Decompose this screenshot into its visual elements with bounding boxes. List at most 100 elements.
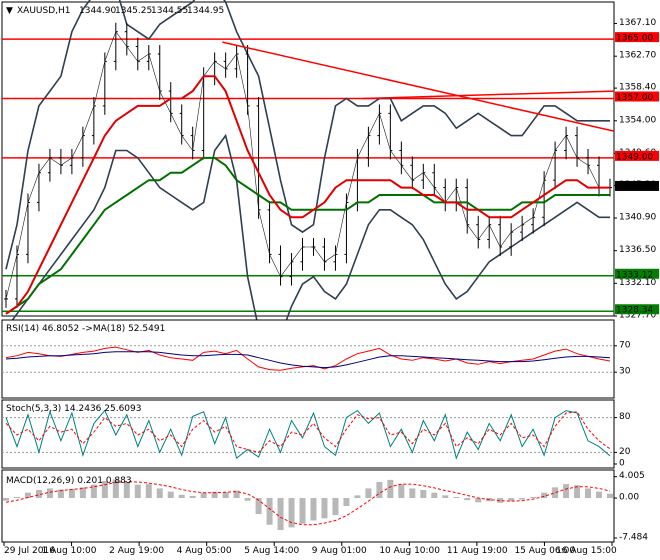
ohlc-open: 1344.90 — [79, 6, 116, 16]
macd-histogram-bar — [552, 487, 559, 499]
price-tick-label-3: 1354.00 — [619, 115, 656, 125]
trendline-1 — [363, 90, 615, 100]
macd-histogram-bar — [123, 482, 130, 499]
price-levels — [2, 38, 614, 312]
price-tick-label-6: 1340.90 — [619, 213, 656, 223]
current-price-label: 1344.95 — [616, 182, 653, 192]
macd-histogram-bar — [431, 492, 438, 499]
price-level-label-2: 1349.00 — [616, 152, 653, 162]
rsi-panel-title: RSI(14) 46.8052 ->MA(18) 52.5491 — [6, 324, 165, 334]
macd-histogram-bar — [134, 484, 141, 499]
macd-histogram-bar — [409, 488, 416, 499]
ohlc-low: 1344.55 — [151, 6, 188, 16]
time-tick-label-9: 16 Aug 15:00 — [556, 546, 617, 556]
time-tick-label-2: 2 Aug 19:00 — [109, 546, 164, 556]
macd-histogram-bar — [365, 488, 372, 499]
time-tick-label-0: 29 Jul 2016 — [4, 546, 55, 556]
rsi-panel[interactable]: 70 30 RSI(14) 46.8052 ->MA(18) 52.5491 — [1, 319, 631, 399]
macd-histogram-bar — [200, 492, 207, 499]
macd-histogram-bar — [541, 492, 548, 499]
price-level-label-1-bg — [615, 91, 659, 102]
macd-panel[interactable]: 4.005 0.00 -7.484 MACD(12,26,9) 0.201 0.88… — [1, 469, 648, 543]
price-panel[interactable]: 1367.101362.701358.401354.001349.601345.… — [1, 0, 659, 353]
price-level-label-4: 1328.34 — [616, 306, 653, 316]
price-tick-label-1: 1362.70 — [619, 51, 656, 61]
macd-histogram-bar — [464, 498, 471, 501]
price-level-label-0: 1365.00 — [616, 34, 653, 44]
stochastic-panel-title: Stoch(5,3,3) 14.2436 25.6093 — [6, 404, 141, 414]
macd-histogram-bar — [244, 498, 251, 501]
macd-histogram-bar — [222, 492, 229, 499]
macd-histogram-bar — [563, 484, 570, 499]
macd-histogram-bar — [332, 498, 339, 516]
macd-histogram-bar — [475, 498, 482, 503]
macd-histogram-bar — [497, 498, 504, 503]
price-tick-label-7: 1336.50 — [619, 245, 656, 255]
macd-histogram-bar — [299, 498, 306, 524]
price-level-label-3: 1333.12 — [616, 270, 653, 280]
stochastic-tick-label-0: 80 — [619, 412, 631, 422]
price-level-label-0-bg — [615, 32, 659, 43]
macd-histogram-bar — [585, 488, 592, 499]
macd-histogram-bar — [530, 496, 537, 499]
price-tick-label-8: 1332.10 — [619, 278, 656, 288]
price-tick-label-2: 1358.40 — [619, 83, 656, 93]
trendlines — [222, 41, 615, 132]
time-tick-label-3: 4 Aug 05:00 — [177, 546, 232, 556]
macd-tick-label-2: -7.484 — [619, 533, 648, 543]
macd-histogram-bar — [101, 480, 108, 499]
time-tick-label-5: 9 Aug 01:00 — [312, 546, 367, 556]
stochastic-tick-label-1: 20 — [619, 447, 631, 457]
bollinger-lower-line — [5, 133, 610, 353]
macd-histogram-bar — [156, 488, 163, 499]
rsi-panel-frame — [1, 319, 615, 399]
macd-histogram-bar — [343, 498, 350, 507]
time-tick-label-6: 10 Aug 10:00 — [379, 546, 440, 556]
rsi-ma-line — [5, 351, 611, 369]
time-tick-label-7: 11 Aug 19:00 — [447, 546, 508, 556]
macd-histogram-bar — [574, 485, 581, 499]
macd-histogram-bar — [354, 495, 361, 499]
macd-histogram-bar — [255, 498, 262, 515]
current-price-label-bg — [615, 180, 659, 191]
macd-histogram-bar — [233, 490, 240, 499]
macd-histogram-bar — [189, 495, 196, 499]
time-tick-label-8: 15 Aug 06:00 — [514, 546, 575, 556]
bollinger-bands — [5, 0, 610, 353]
moving-averages — [5, 75, 610, 315]
macd-histogram-bar — [68, 488, 75, 499]
price-level-label-3-bg — [615, 268, 659, 279]
price-level-label-4-bg — [615, 304, 659, 315]
bollinger-upper-line — [5, 0, 610, 270]
macd-histogram-bar — [321, 498, 328, 519]
macd-histogram-bar — [508, 498, 515, 502]
macd-histogram-bar — [277, 498, 284, 531]
macd-histogram-bar — [46, 488, 53, 499]
macd-histogram-bar — [442, 495, 449, 499]
macd-histogram-bar — [420, 490, 427, 499]
macd-axis: 4.005 0.00 -7.484 — [614, 471, 648, 543]
ma-slow-line — [5, 156, 610, 315]
price-level-label-1: 1357.00 — [616, 93, 653, 103]
ohlc-close: 1344.95 — [187, 6, 224, 16]
time-tick-label-1: 1 Aug 10:00 — [42, 546, 97, 556]
rsi-axis: 70 30 — [614, 340, 631, 377]
macd-histogram-bar — [24, 492, 31, 499]
macd-histogram-bar — [288, 498, 295, 528]
price-axis: 1367.101362.701358.401354.001349.601345.… — [614, 18, 659, 321]
macd-histogram-bar — [266, 498, 273, 525]
stochastic-panel[interactable]: 80 20 0 Stoch(5,3,3) 14.2436 25.6093 — [1, 399, 631, 469]
price-tick-label-0: 1367.10 — [619, 18, 656, 28]
chart-title-icon: ▼ — [6, 6, 13, 16]
stochastic-series — [2, 409, 614, 460]
macd-histogram-bar — [145, 484, 152, 499]
stochastic-tick-label-2: 0 — [619, 459, 625, 469]
rsi-tick-label-0: 70 — [619, 340, 631, 350]
macd-tick-label-0: 4.005 — [619, 471, 645, 481]
macd-histogram-bar — [13, 496, 20, 499]
ma-mid-line — [5, 75, 610, 315]
price-panel-frame — [1, 1, 615, 317]
macd-histogram-bar — [398, 484, 405, 499]
